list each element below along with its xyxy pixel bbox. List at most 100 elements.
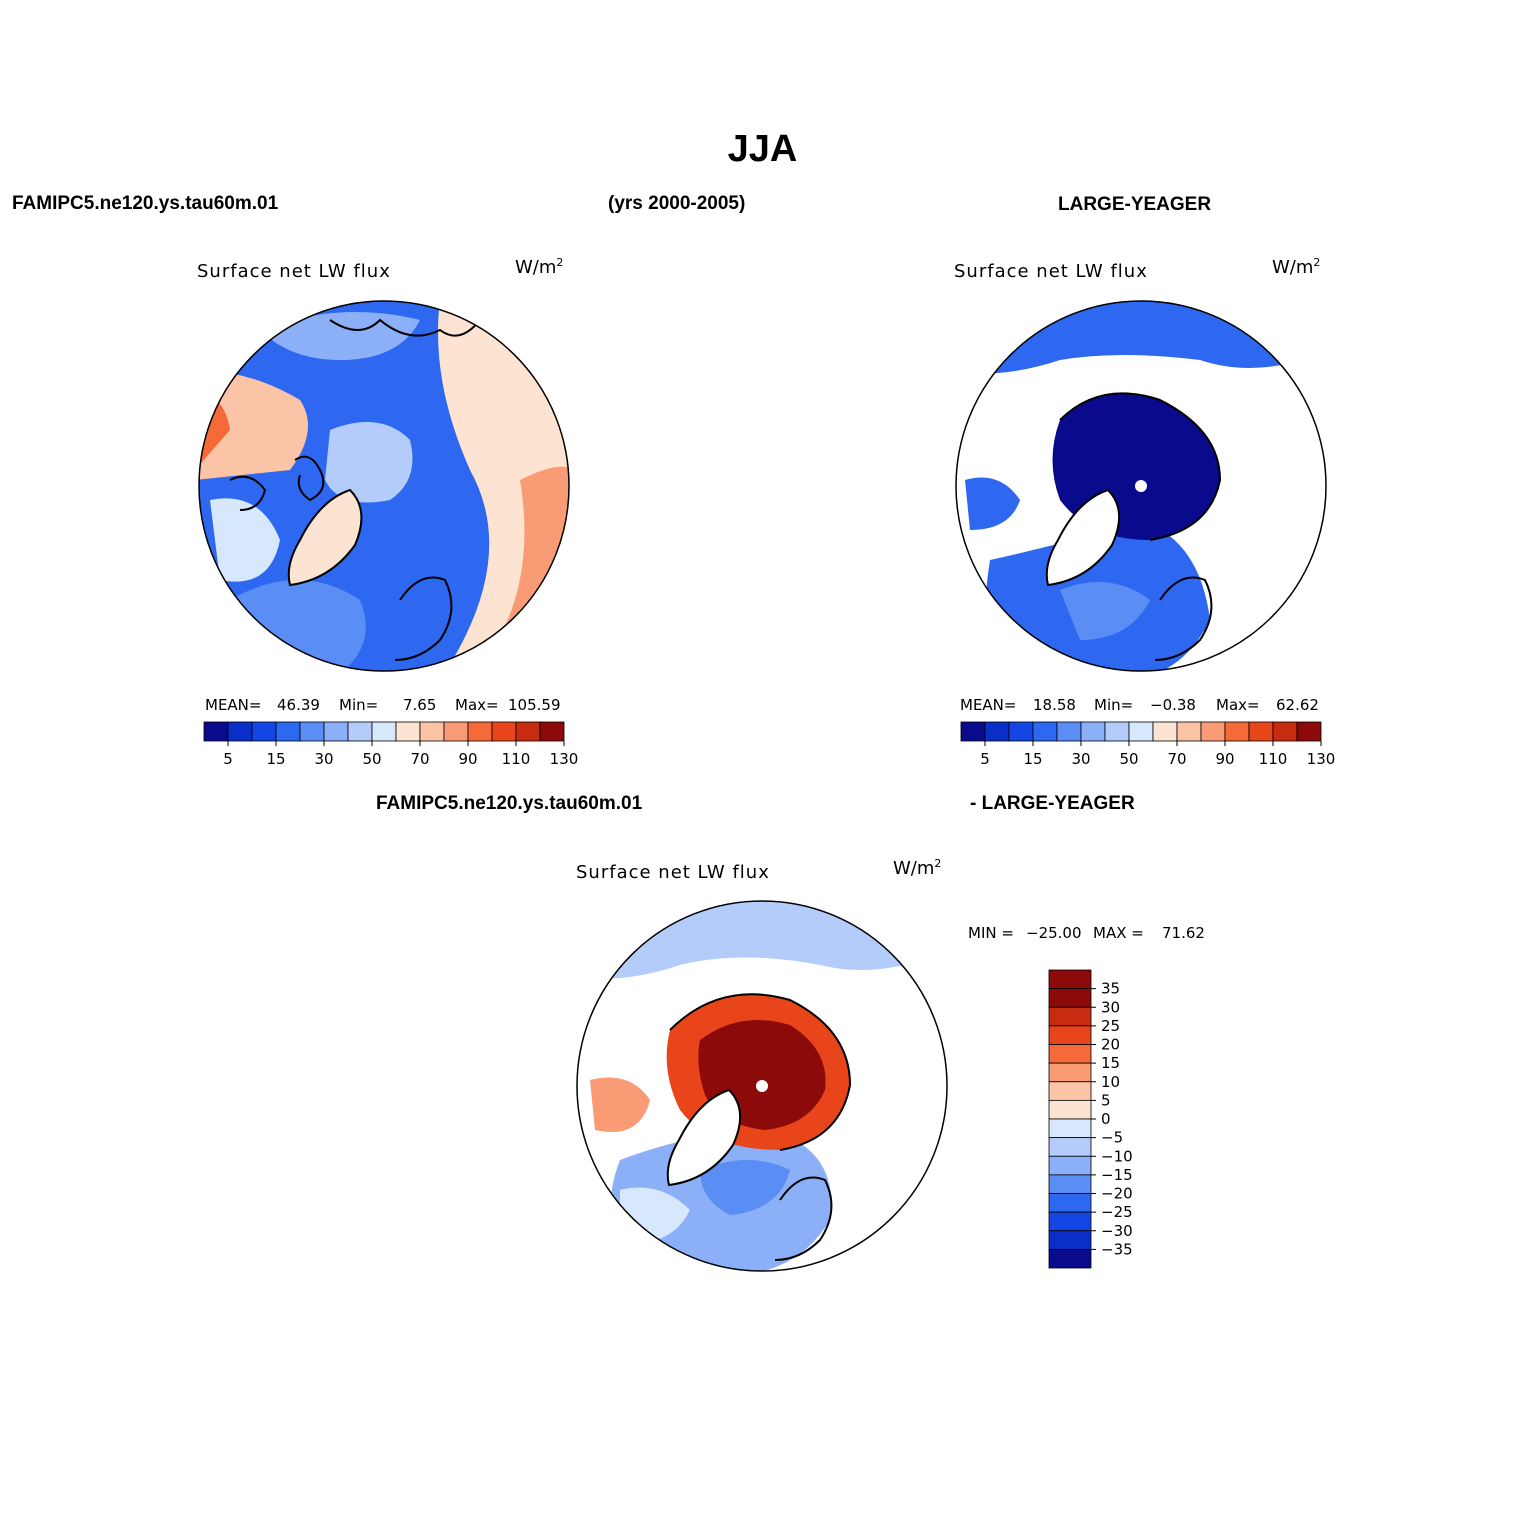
map3-atlantic-blue-core <box>700 1160 790 1215</box>
colorbar2-swatch <box>1200 721 1226 742</box>
colorbar1-tick-label: 5 <box>223 750 233 768</box>
colorbar2-swatch <box>1296 721 1322 742</box>
colorbar1-tick-label: 15 <box>266 750 285 768</box>
colorbar1-swatch <box>323 721 349 742</box>
colorbar1-swatch <box>539 721 565 742</box>
map3-coast-arctic <box>669 993 852 1151</box>
season-title: JJA <box>727 128 798 170</box>
colorbar3-swatch <box>1048 1230 1092 1250</box>
colorbar3-tick-label: −15 <box>1101 1166 1133 1184</box>
map1-border <box>198 300 570 672</box>
panel2-mean-value: 18.58 <box>1033 696 1076 714</box>
panel3-max-label: MAX = <box>1093 924 1144 942</box>
panel2-max-value: 62.62 <box>1276 696 1319 714</box>
panel2-title: Surface net LW flux <box>954 261 1148 282</box>
map1-greenland <box>287 488 363 587</box>
colorbar3-swatch <box>1048 1025 1092 1045</box>
panel1-units: W/m2 <box>515 256 563 278</box>
colorbar1-swatch <box>347 721 373 742</box>
colorbar3-swatch <box>1048 1044 1092 1064</box>
colorbar1-swatch <box>491 721 517 742</box>
colorbar2-swatch <box>1080 721 1106 742</box>
colorbar1-swatch <box>275 721 301 742</box>
colorbar2-swatch <box>1032 721 1058 742</box>
colorbar2-tick-label: 130 <box>1307 750 1336 768</box>
colorbar3-tick-label: 25 <box>1101 1017 1120 1035</box>
map-panel2 <box>955 300 1327 672</box>
panel3-units-sup: 2 <box>934 857 942 870</box>
map1-coast-archipelago <box>294 455 325 502</box>
colorbar3-swatch <box>1048 1006 1092 1027</box>
colorbar3-swatch <box>1048 1062 1092 1083</box>
panel3-min-label: MIN = <box>968 924 1014 942</box>
panel1-mean-value: 46.39 <box>277 696 320 714</box>
colorbar3-tick-label: 15 <box>1101 1054 1120 1072</box>
map3-west-warm <box>590 1077 650 1132</box>
colorbar3-swatch <box>1048 1081 1092 1101</box>
map1-coast-north <box>329 318 481 337</box>
map3-pole-marker <box>756 1080 768 1092</box>
colorbar2-tick-label: 50 <box>1119 750 1138 768</box>
map1-warm-west <box>199 370 308 480</box>
colorbar3-swatch <box>1048 1155 1092 1176</box>
panel1-units-sup: 2 <box>556 256 564 269</box>
map2-pole-marker <box>1135 480 1147 492</box>
colorbar2-tick-label: 5 <box>980 750 990 768</box>
colorbar1-tick-label: 110 <box>502 750 531 768</box>
colorbar1-tick-label: 90 <box>458 750 477 768</box>
model-case-header: FAMIPC5.ne120.ys.tau60m.01 <box>12 193 279 214</box>
map3-coast-scandinavia <box>774 1176 833 1261</box>
panel3-units: W/m2 <box>893 857 941 879</box>
panel1-min-value: 7.65 <box>403 696 437 714</box>
years-header: (yrs 2000-2005) <box>608 193 746 214</box>
panel1-mean-label: MEAN= <box>205 696 262 714</box>
diff-obs-header: - LARGE-YEAGER <box>970 793 1135 814</box>
map3-greenland <box>666 1088 741 1187</box>
panel2-max-label: Max= <box>1216 696 1260 714</box>
map1-coast-scandinavia <box>394 576 453 661</box>
colorbar3-tick-label: 20 <box>1101 1036 1120 1054</box>
colorbar2-tick-label: 30 <box>1071 750 1090 768</box>
colorbar3-tick-label: −30 <box>1101 1222 1133 1240</box>
colorbar2-swatch <box>1128 721 1154 742</box>
colorbar1-swatch <box>203 721 229 742</box>
colorbar2-swatch <box>1104 721 1130 742</box>
colorbar3-tick-label: 30 <box>1101 998 1120 1016</box>
colorbar1-tick-label: 130 <box>550 750 579 768</box>
panel1-title: Surface net LW flux <box>197 261 391 282</box>
panel2-units-sup: 2 <box>1313 256 1321 269</box>
map-panel1 <box>198 300 570 672</box>
colorbar3-tick-label: −35 <box>1101 1240 1133 1258</box>
map-panel3 <box>576 900 948 1272</box>
panel1-min-label: Min= <box>339 696 379 714</box>
panel2-mean-label: MEAN= <box>960 696 1017 714</box>
colorbar2-swatch <box>984 721 1010 742</box>
colorbar3-swatch <box>1048 1174 1092 1194</box>
colorbar-panel2: 5 15 30 50 70 90 110 130 <box>960 721 1336 768</box>
colorbar3-tick-label: 10 <box>1101 1073 1120 1091</box>
colorbar1-swatch <box>227 721 253 742</box>
map1-dark-region <box>230 580 366 671</box>
colorbar1-swatch <box>467 721 493 742</box>
colorbar1-swatch <box>251 721 277 742</box>
panel1-max-label: Max= <box>455 696 499 714</box>
colorbar2-swatch <box>1176 721 1202 742</box>
colorbar2-tick-label: 110 <box>1259 750 1288 768</box>
map1-coast-west <box>229 475 267 511</box>
colorbar3-tick-label: −25 <box>1101 1203 1133 1221</box>
colorbar3-swatch <box>1048 1099 1092 1120</box>
map2-coast-scandinavia <box>1154 576 1213 661</box>
colorbar2-tick-label: 70 <box>1167 750 1186 768</box>
colorbar3-tick-label: 0 <box>1101 1110 1111 1128</box>
colorbar2-tick-label: 15 <box>1023 750 1042 768</box>
panel3-title: Surface net LW flux <box>576 862 770 883</box>
colorbar1-swatch <box>515 721 541 742</box>
map2-coast-arctic <box>1059 392 1222 541</box>
colorbar2-swatch <box>1272 721 1298 742</box>
colorbar2-swatch <box>1152 721 1178 742</box>
colorbar1-tick-label: 30 <box>314 750 333 768</box>
panel1-units-text: W/m <box>515 257 557 278</box>
panel3-max-value: 71.62 <box>1162 924 1205 942</box>
